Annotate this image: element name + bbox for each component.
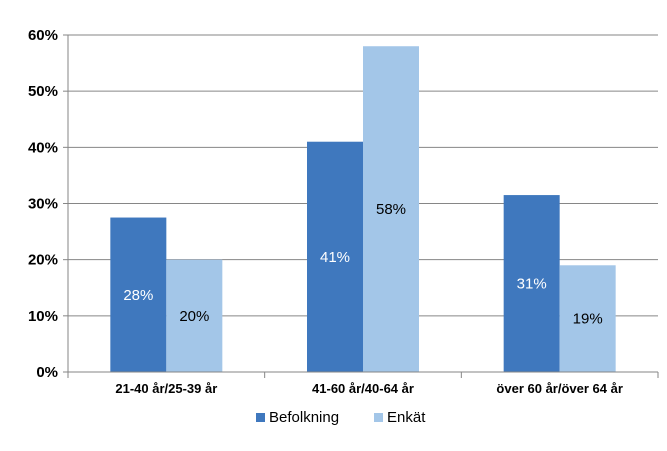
bar-enkät — [166, 259, 223, 372]
y-tick-label: 50% — [28, 83, 58, 100]
axis-layer: 0% 10% 20% 30% 40% 50% 60% 21-40 år/25-39 år 41-… — [28, 27, 659, 396]
legend-swatch-enkät — [374, 413, 383, 422]
bar-enkät — [559, 265, 616, 372]
legend-label-befolkning: Befolkning — [269, 409, 339, 426]
data-label: 41% — [320, 249, 350, 266]
data-label: 31% — [517, 276, 547, 293]
label-layer: 28% 20% 41% 58% 31% 19% — [123, 201, 602, 328]
data-label: 28% — [123, 287, 153, 304]
data-label: 19% — [573, 311, 603, 328]
bar-enkät — [363, 46, 419, 372]
legend: Befolkning Enkät — [256, 409, 426, 426]
y-tick-label: 0% — [36, 364, 58, 381]
bar-layer — [110, 46, 616, 372]
y-tick-label: 10% — [28, 308, 58, 325]
category-label: 21-40 år/25-39 år — [115, 381, 217, 396]
legend-swatch-befolkning — [256, 413, 265, 422]
bar-befolkning — [307, 141, 363, 372]
legend-label-enkät: Enkät — [387, 409, 426, 426]
data-label: 58% — [376, 201, 406, 218]
category-label: 41-60 år/40-64 år — [312, 381, 414, 396]
y-tick-label: 20% — [28, 252, 58, 269]
data-label: 20% — [179, 308, 209, 325]
bar-befolkning — [503, 195, 560, 372]
bar-befolkning — [110, 217, 167, 372]
y-tick-label: 60% — [28, 27, 58, 44]
y-tick-label: 30% — [28, 196, 58, 213]
category-label: över 60 år/över 64 år — [496, 381, 622, 396]
y-tick-label: 40% — [28, 139, 58, 156]
